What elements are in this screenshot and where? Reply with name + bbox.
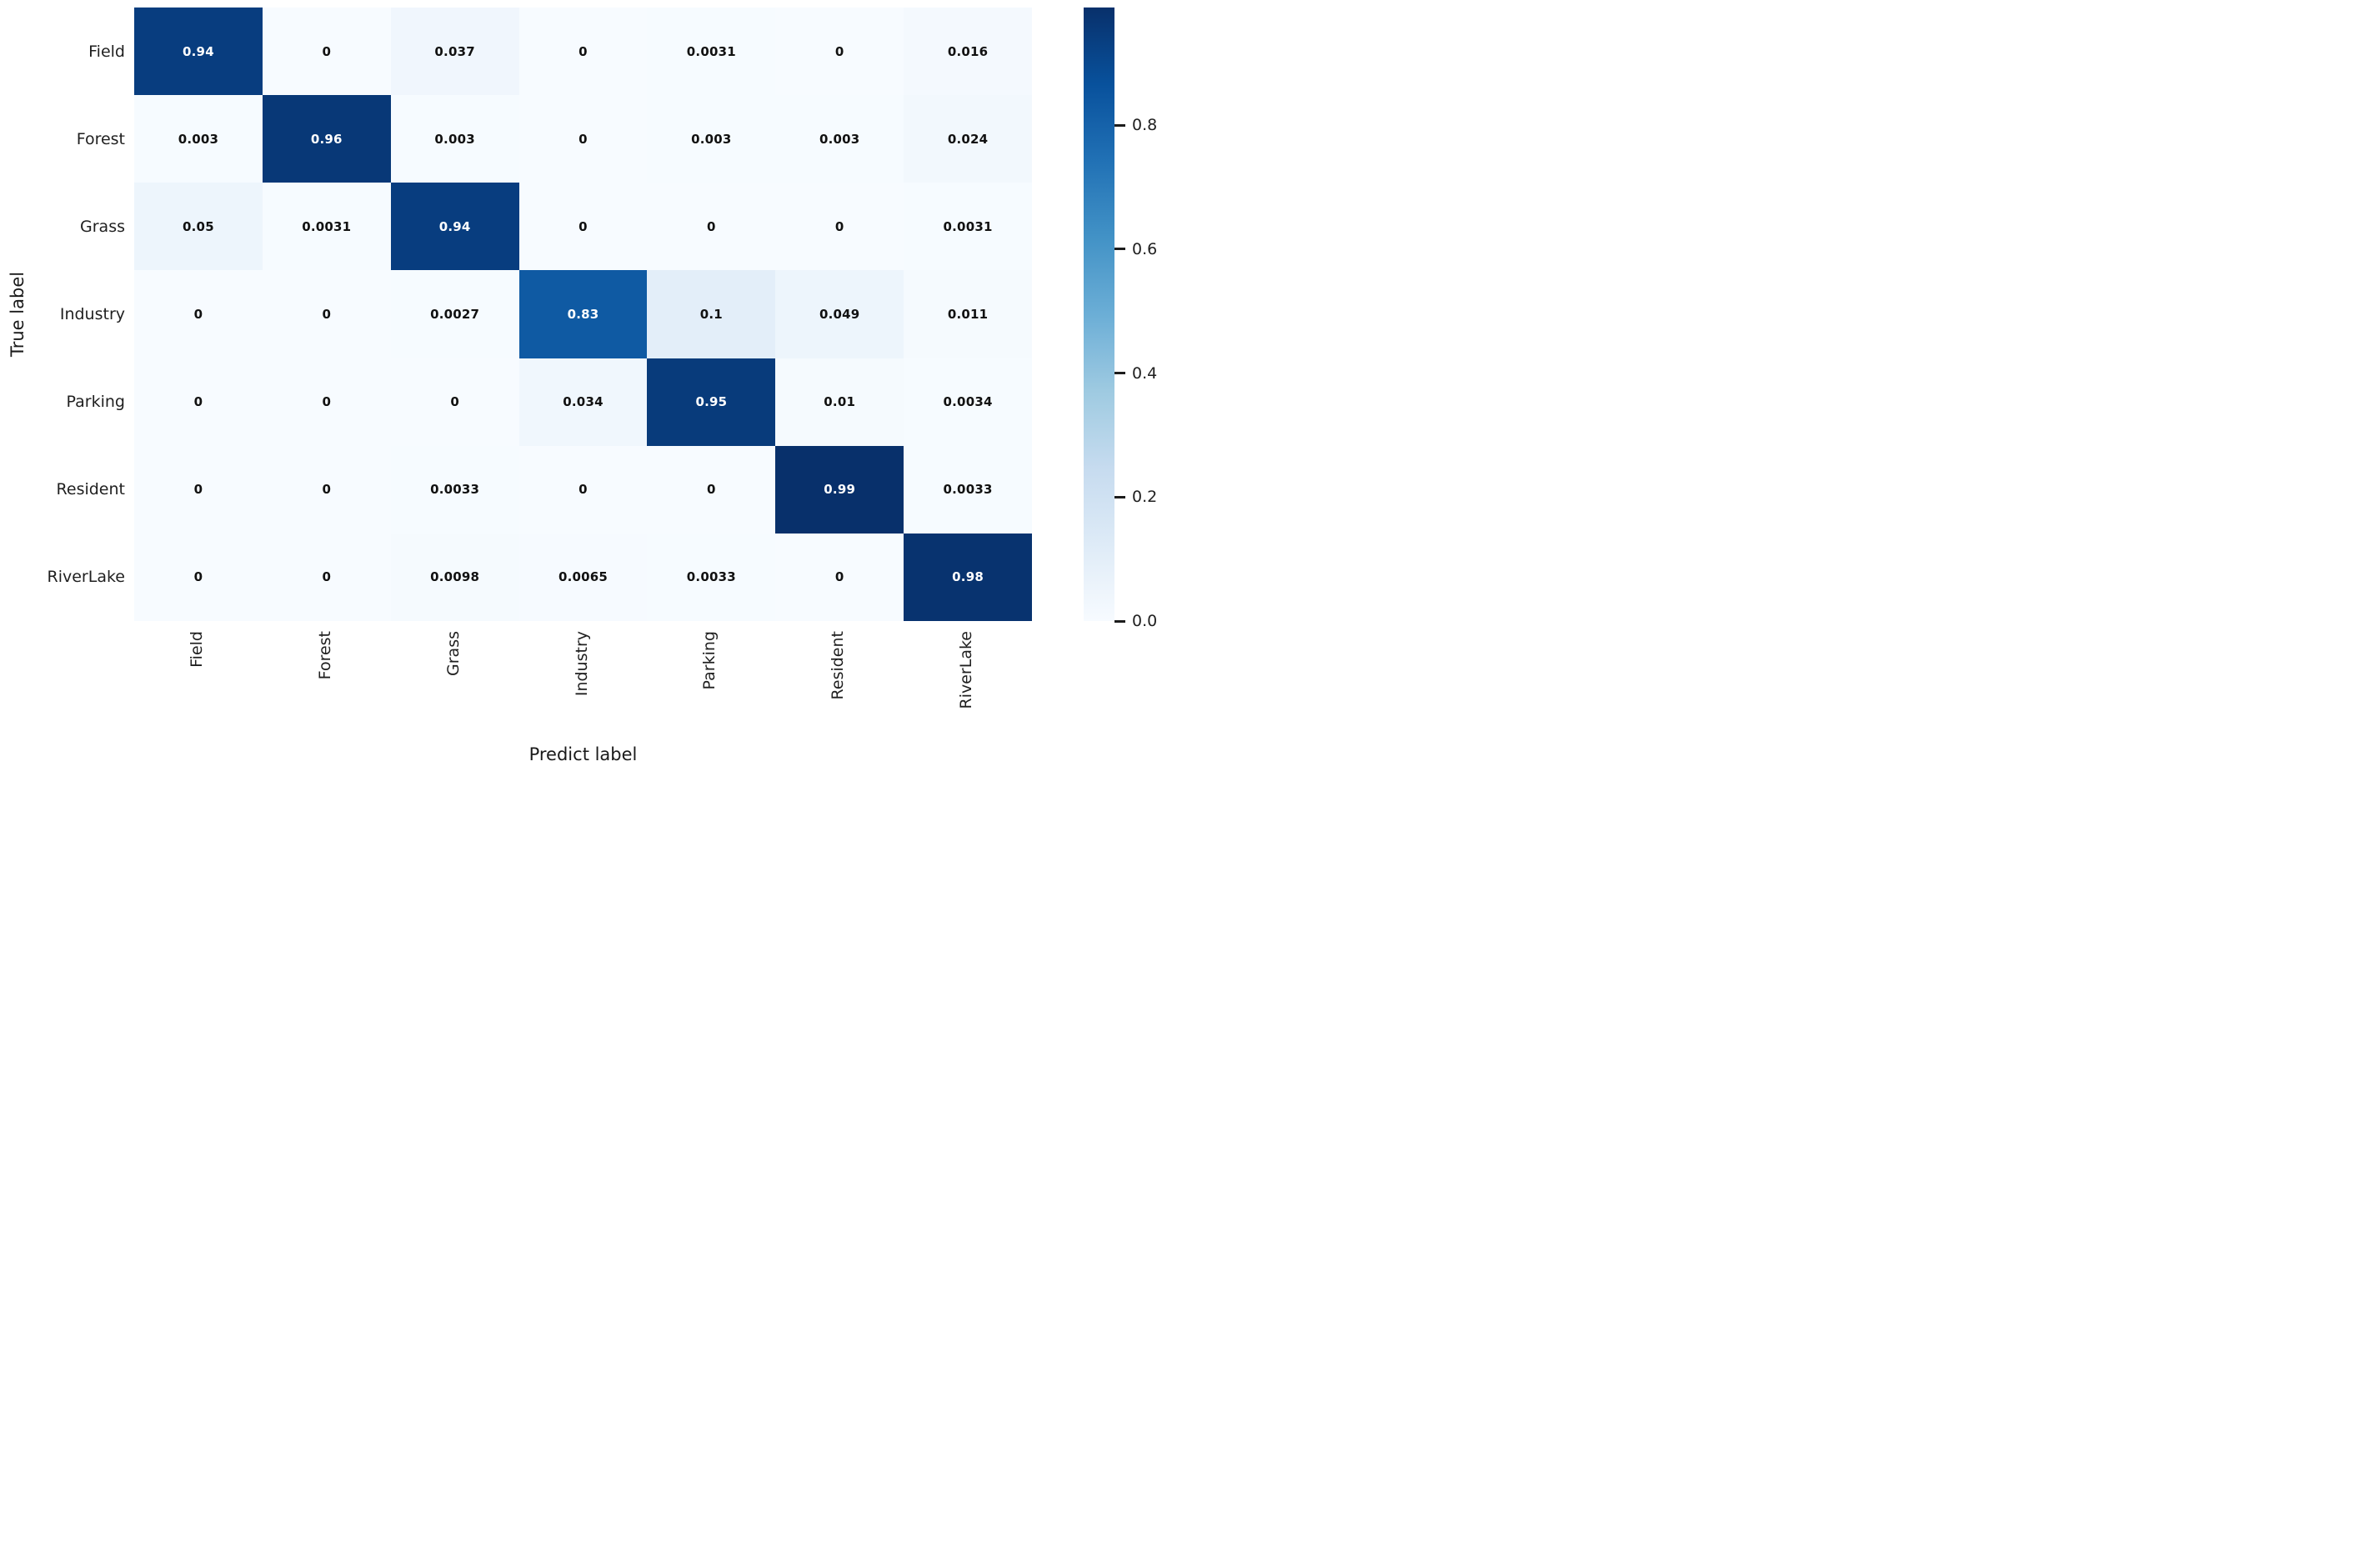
heatmap-cell: 0.01 [775, 358, 904, 446]
heatmap-cell: 0 [262, 270, 391, 358]
y-tick-label: RiverLake [47, 568, 125, 587]
heatmap-cell: 0.003 [647, 95, 776, 183]
heatmap-cell: 0.024 [904, 95, 1032, 183]
heatmap-cell: 0.0098 [390, 533, 519, 621]
heatmap-cell: 0.1 [647, 270, 776, 358]
heatmap-cell: 0.0031 [262, 183, 391, 271]
heatmap-cell: 0.96 [262, 95, 391, 183]
y-tick-label: Industry [59, 305, 125, 323]
heatmap-cell: 0.034 [518, 358, 648, 446]
heatmap-cell: 0.0031 [904, 183, 1032, 271]
heatmap-cell: 0.83 [518, 270, 648, 358]
heatmap-cell: 0.003 [134, 95, 263, 183]
heatmap-cell: 0 [262, 533, 391, 621]
x-tick-label: Grass [443, 631, 463, 676]
x-tick-label: Field [187, 631, 206, 668]
y-tick-label: Grass [80, 217, 125, 236]
y-tick-label: Forest [76, 129, 125, 148]
x-tick-label: Industry [572, 631, 591, 697]
heatmap-cell: 0.0033 [904, 445, 1032, 534]
heatmap-cell: 0.99 [775, 445, 904, 534]
heatmap-grid: 0.94 0 0.037 0 0.0031 0 0.016 0.003 0.96 0.003 0 0.… [134, 8, 1032, 621]
heatmap-cell: 0 [775, 8, 904, 96]
heatmap-cell: 0.0027 [390, 270, 519, 358]
x-tick-label: Parking [700, 631, 719, 690]
heatmap-cell: 0 [518, 8, 648, 96]
heatmap-cell: 0.94 [134, 8, 263, 96]
heatmap-cell: 0 [262, 8, 391, 96]
heatmap-cell: 0.0065 [518, 533, 648, 621]
heatmap-cell: 0 [390, 358, 519, 446]
colorbar-tick-label: 0.2 [1132, 488, 1158, 507]
colorbar [1084, 8, 1114, 621]
y-tick-label: Resident [56, 480, 125, 499]
heatmap-cell: 0.003 [390, 95, 519, 183]
heatmap-cell: 0.016 [904, 8, 1032, 96]
colorbar-tick-mark [1114, 123, 1125, 127]
heatmap-cell: 0.003 [775, 95, 904, 183]
x-axis-label: Predict label [528, 744, 638, 764]
heatmap-cell: 0.049 [775, 270, 904, 358]
colorbar-tick-label: 0.4 [1132, 363, 1158, 383]
heatmap-cell: 0.95 [647, 358, 776, 446]
colorbar-tick-mark [1114, 619, 1125, 623]
heatmap-cell: 0.0034 [904, 358, 1032, 446]
x-tick-label: Resident [829, 631, 848, 700]
confusion-matrix-figure: True label Field Forest Grass Industry Parki… [0, 0, 1177, 784]
heatmap-cell: 0 [518, 95, 648, 183]
heatmap-cell: 0 [647, 183, 776, 271]
colorbar-tick-mark [1114, 372, 1125, 375]
heatmap-cell: 0.037 [390, 8, 519, 96]
heatmap-cell: 0 [134, 358, 263, 446]
heatmap-cell: 0 [262, 358, 391, 446]
colorbar-tick-label: 0.6 [1132, 239, 1158, 258]
heatmap-cell: 0.0031 [647, 8, 776, 96]
heatmap-cell: 0.94 [390, 183, 519, 271]
heatmap-cell: 0 [262, 445, 391, 534]
y-tick-label: Field [88, 42, 125, 61]
x-tick-label: RiverLake [957, 631, 976, 709]
heatmap-cell: 0 [775, 533, 904, 621]
heatmap-cell: 0.05 [134, 183, 263, 271]
heatmap-cell: 0.0033 [390, 445, 519, 534]
heatmap-cell: 0 [647, 445, 776, 534]
heatmap-cell: 0.011 [904, 270, 1032, 358]
colorbar-tick-mark [1114, 495, 1125, 498]
heatmap-cell: 0 [134, 445, 263, 534]
heatmap-cell: 0 [518, 183, 648, 271]
heatmap-cell: 0.98 [904, 533, 1032, 621]
colorbar-tick-label: 0.0 [1132, 612, 1158, 630]
colorbar-tick-mark [1114, 248, 1125, 251]
heatmap-cell: 0 [518, 445, 648, 534]
colorbar-tick-label: 0.8 [1132, 116, 1158, 135]
heatmap-cell: 0.0033 [647, 533, 776, 621]
heatmap-cell: 0 [775, 183, 904, 271]
heatmap-cell: 0 [134, 533, 263, 621]
x-tick-label: Forest [315, 631, 334, 680]
heatmap-cell: 0 [134, 270, 263, 358]
y-tick-label: Parking [66, 393, 125, 412]
